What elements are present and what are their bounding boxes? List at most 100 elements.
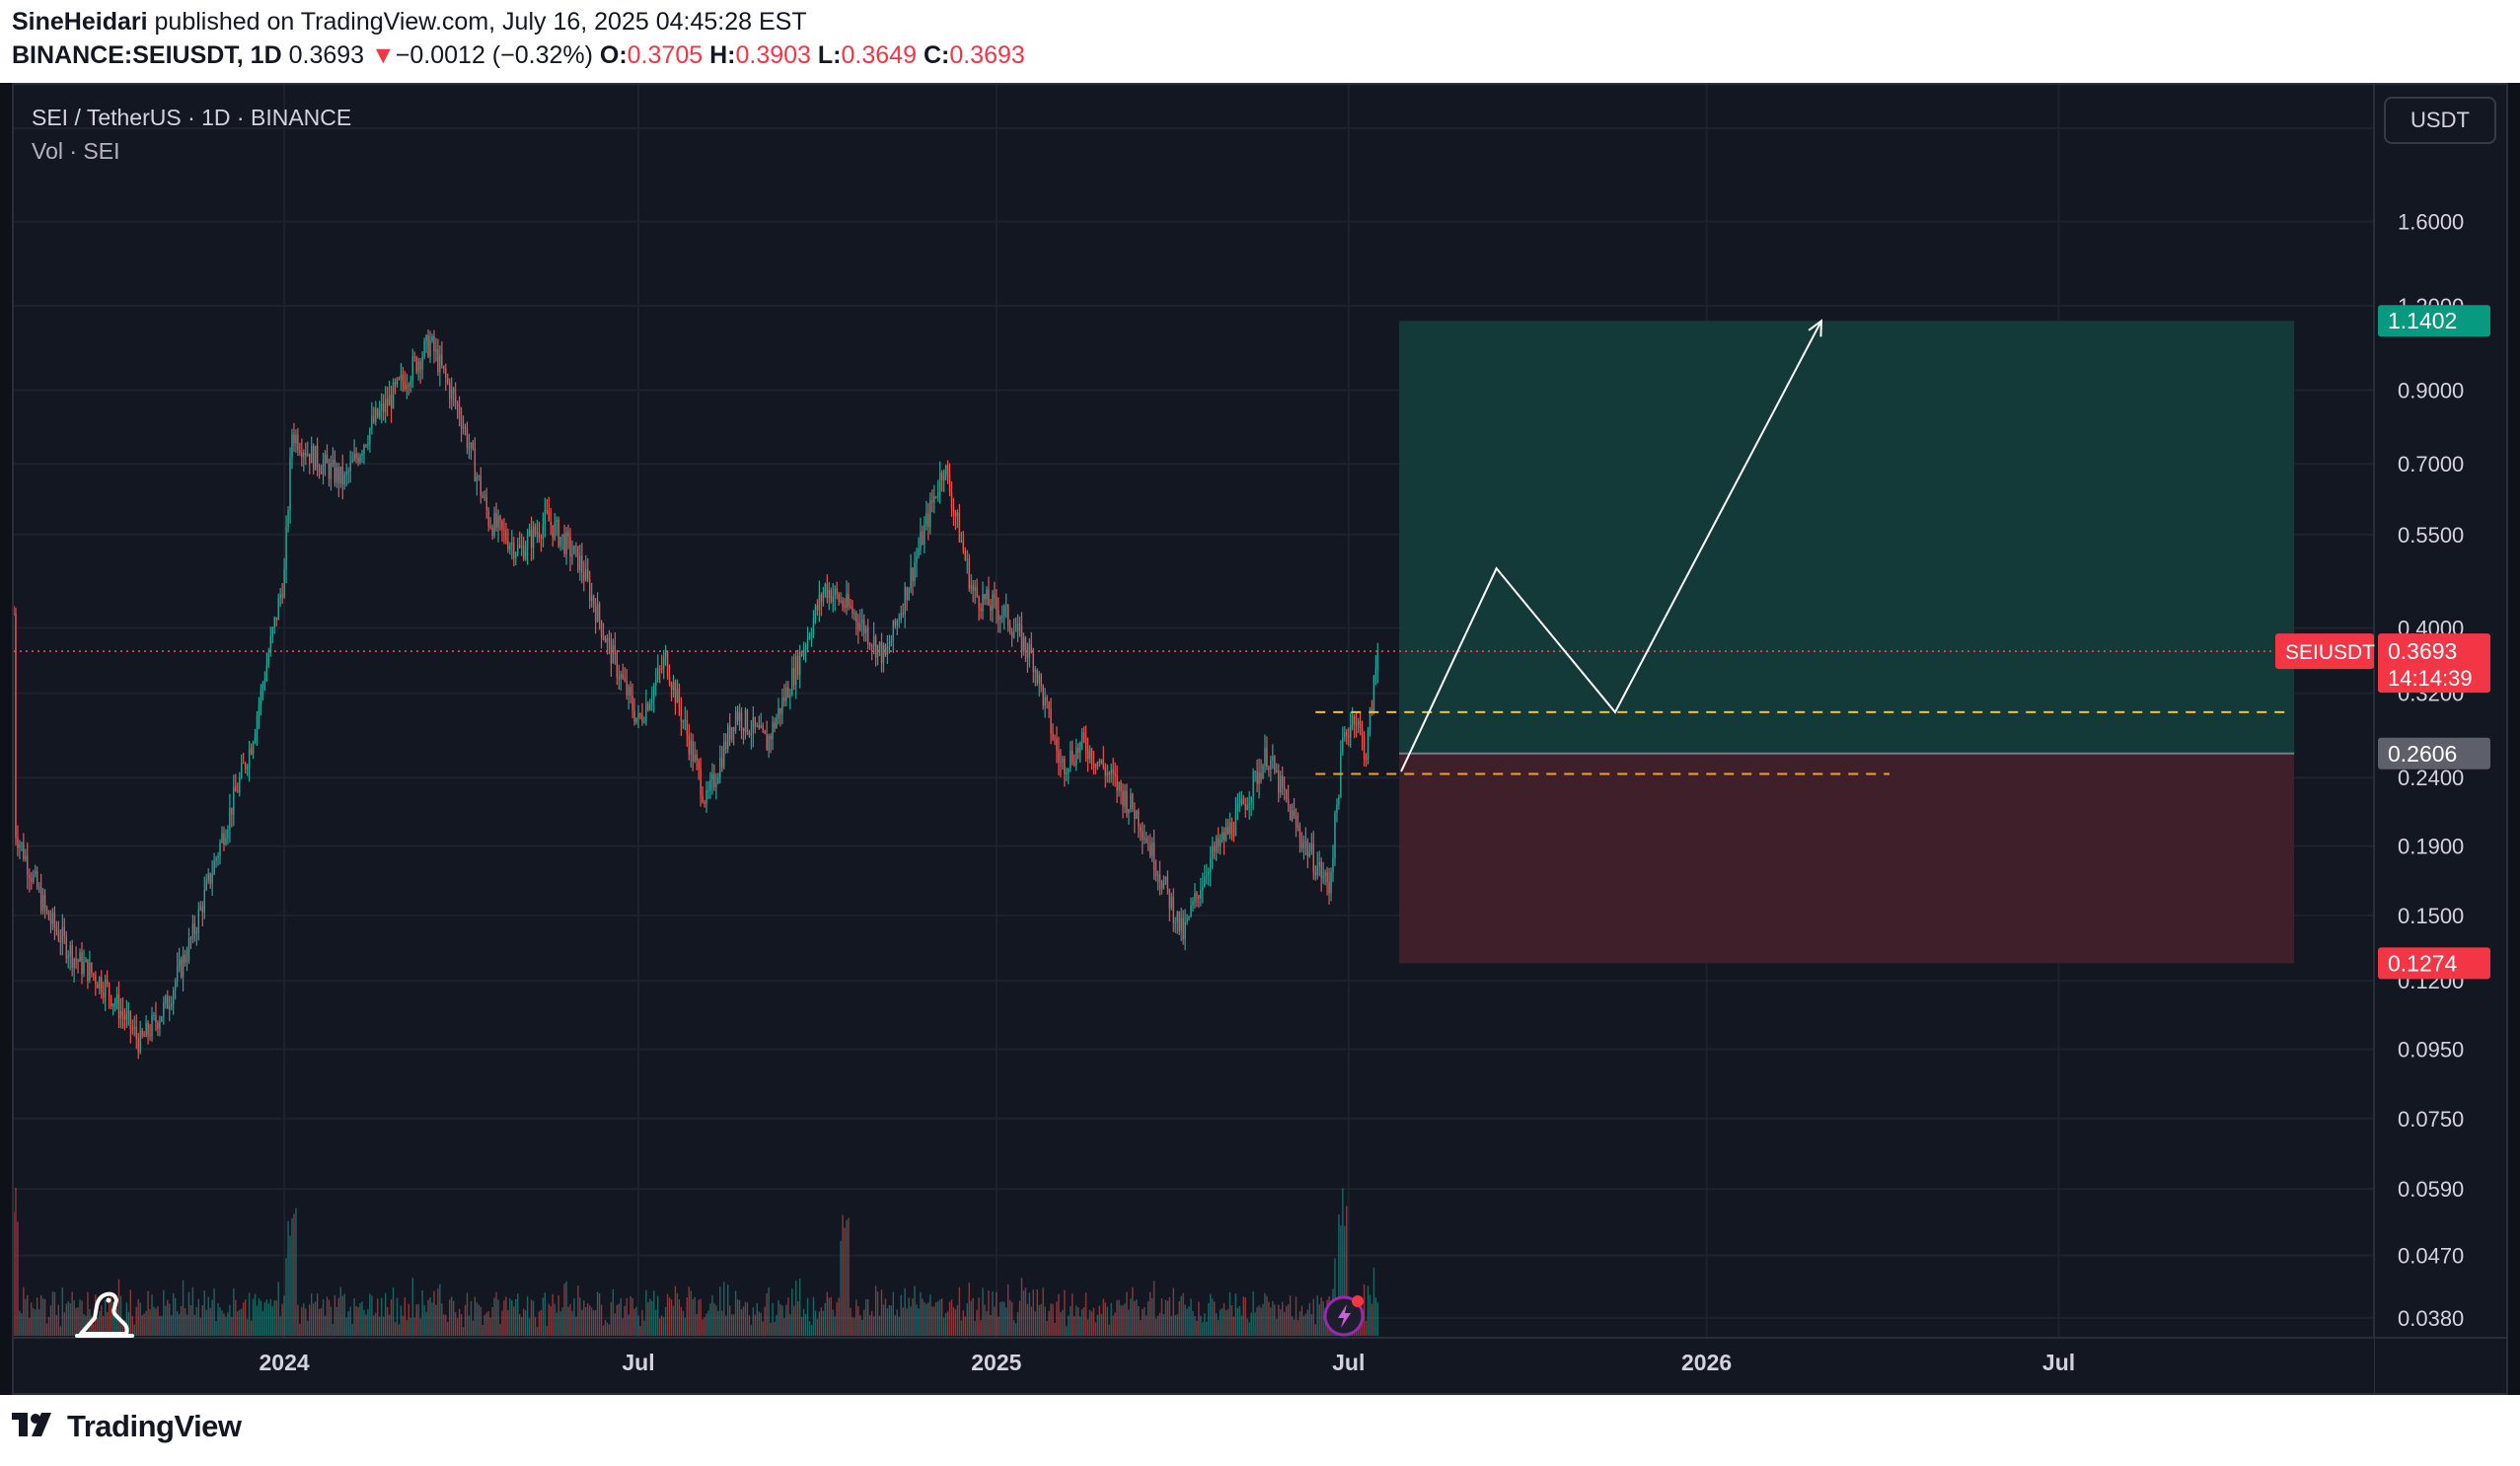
candle-body-611: [1202, 886, 1204, 891]
candle-body-696: [1367, 729, 1370, 760]
close-value: 0.3693: [949, 41, 1025, 69]
candle-body-9: [31, 878, 33, 882]
candle-body-326: [647, 703, 649, 710]
dino-icon[interactable]: [73, 1279, 136, 1342]
candle-body-121: [248, 748, 251, 769]
candle-body-406: [802, 648, 805, 657]
lightning-icon[interactable]: [1320, 1290, 1370, 1340]
candle-body-160: [324, 454, 327, 464]
volume-bar-668: [1312, 1298, 1314, 1336]
volume-bar-74: [157, 1306, 159, 1336]
candle-body-251: [501, 520, 503, 529]
time-axis[interactable]: 2024 Jul 2025 Jul 2026 Jul: [14, 1337, 2506, 1393]
volume-bar-492: [970, 1300, 972, 1336]
candle-body-45: [101, 977, 103, 993]
candle-body-310: [616, 653, 619, 678]
candle-body-558: [1098, 762, 1101, 764]
volume-bar-0: [14, 1211, 15, 1336]
candle-body-579: [1140, 826, 1142, 833]
volume-bar-471: [929, 1294, 931, 1336]
volume-bar-685: [1346, 1206, 1348, 1336]
candle-body-203: [408, 385, 410, 387]
volume-bar-280: [557, 1294, 559, 1336]
volume-bar-183: [369, 1293, 371, 1336]
volume-bar-604: [1188, 1306, 1190, 1336]
volume-bar-362: [717, 1310, 719, 1336]
volume-bar-83: [174, 1297, 177, 1336]
volume-bar-384: [760, 1312, 762, 1336]
volume-bar-19: [49, 1305, 52, 1336]
candle-body-5: [23, 843, 25, 859]
volume-bar-475: [936, 1301, 939, 1336]
candle-body-554: [1090, 748, 1093, 764]
volume-bar-661: [1298, 1311, 1301, 1336]
candle-body-103: [213, 860, 215, 875]
volume-bar-580: [1142, 1308, 1144, 1336]
volume-bar-501: [988, 1290, 990, 1336]
volume-bar-419: [828, 1297, 830, 1336]
volume-bar-243: [485, 1312, 487, 1336]
price-chart[interactable]: 2.20001.60001.20000.90000.70000.55000.40…: [14, 85, 2506, 1393]
volume-bar-172: [347, 1311, 349, 1336]
candle-body-38: [87, 959, 89, 982]
candle-body-308: [612, 645, 615, 664]
candle-body-219: [439, 354, 441, 372]
volume-bar-272: [542, 1297, 545, 1336]
candle-body-473: [933, 495, 935, 503]
volume-bar-82: [173, 1292, 175, 1336]
candle-body-436: [861, 620, 863, 623]
y-tick-label: 0.5500: [2398, 523, 2464, 548]
volume-bar-246: [491, 1306, 493, 1336]
legend-volume[interactable]: Vol · SEI: [32, 138, 120, 164]
volume-bar-100: [207, 1296, 209, 1336]
candle-body-53: [115, 993, 118, 1003]
volume-bar-268: [534, 1317, 537, 1336]
y-tick-label: 0.0380: [2398, 1306, 2464, 1331]
legend-title[interactable]: SEI / TetherUS · 1D · BINANCE: [32, 105, 352, 130]
candle-body-303: [602, 635, 605, 638]
candle-body-492: [970, 585, 972, 589]
candle-body-632: [1242, 798, 1244, 804]
author-name[interactable]: SineHeidari: [12, 8, 148, 36]
chart-container[interactable]: 2.20001.60001.20000.90000.70000.55000.40…: [12, 83, 2508, 1395]
candle-body-17: [45, 907, 48, 912]
volume-bar-302: [600, 1304, 603, 1336]
volume-bar-112: [231, 1316, 233, 1336]
volume-bar-608: [1196, 1320, 1198, 1336]
candle-body-435: [859, 623, 861, 630]
volume-bar-434: [857, 1305, 859, 1336]
volume-bar-11: [35, 1309, 37, 1336]
candle-body-700: [1374, 668, 1377, 677]
volume-bar-511: [1006, 1283, 1009, 1336]
volume-bar-519: [1022, 1290, 1025, 1336]
volume-bar-189: [381, 1297, 383, 1336]
candle-body-217: [435, 349, 437, 352]
volume-bar-529: [1042, 1287, 1044, 1336]
candle-body-250: [499, 516, 501, 521]
volume-bar-77: [163, 1289, 165, 1336]
volume-bar-487: [960, 1320, 963, 1336]
candle-body-562: [1106, 772, 1108, 776]
volume-bar-203: [408, 1303, 410, 1336]
candle-body-275: [548, 510, 550, 522]
candle-body-74: [157, 1022, 159, 1029]
candle-body-176: [355, 453, 357, 459]
candle-body-557: [1096, 762, 1099, 768]
candle-body-497: [980, 608, 982, 612]
candle-body-584: [1149, 843, 1151, 857]
currency-button[interactable]: USDT: [2384, 97, 2496, 144]
volume-bar-17: [45, 1323, 48, 1336]
volume-bar-13: [37, 1309, 40, 1336]
candle-body-238: [476, 476, 479, 481]
volume-bar-619: [1217, 1320, 1220, 1336]
volume-bar-401: [793, 1305, 795, 1336]
volume-bar-615: [1210, 1293, 1212, 1336]
candle-body-118: [243, 763, 245, 765]
volume-bar-554: [1090, 1311, 1093, 1336]
volume-bar-507: [1000, 1302, 1001, 1336]
volume-bar-596: [1172, 1287, 1174, 1336]
candle-body-285: [567, 532, 569, 537]
candle-body-541: [1066, 771, 1068, 774]
volume-bar-35: [81, 1300, 83, 1336]
tradingview-logo[interactable]: TradingView: [12, 1409, 242, 1444]
